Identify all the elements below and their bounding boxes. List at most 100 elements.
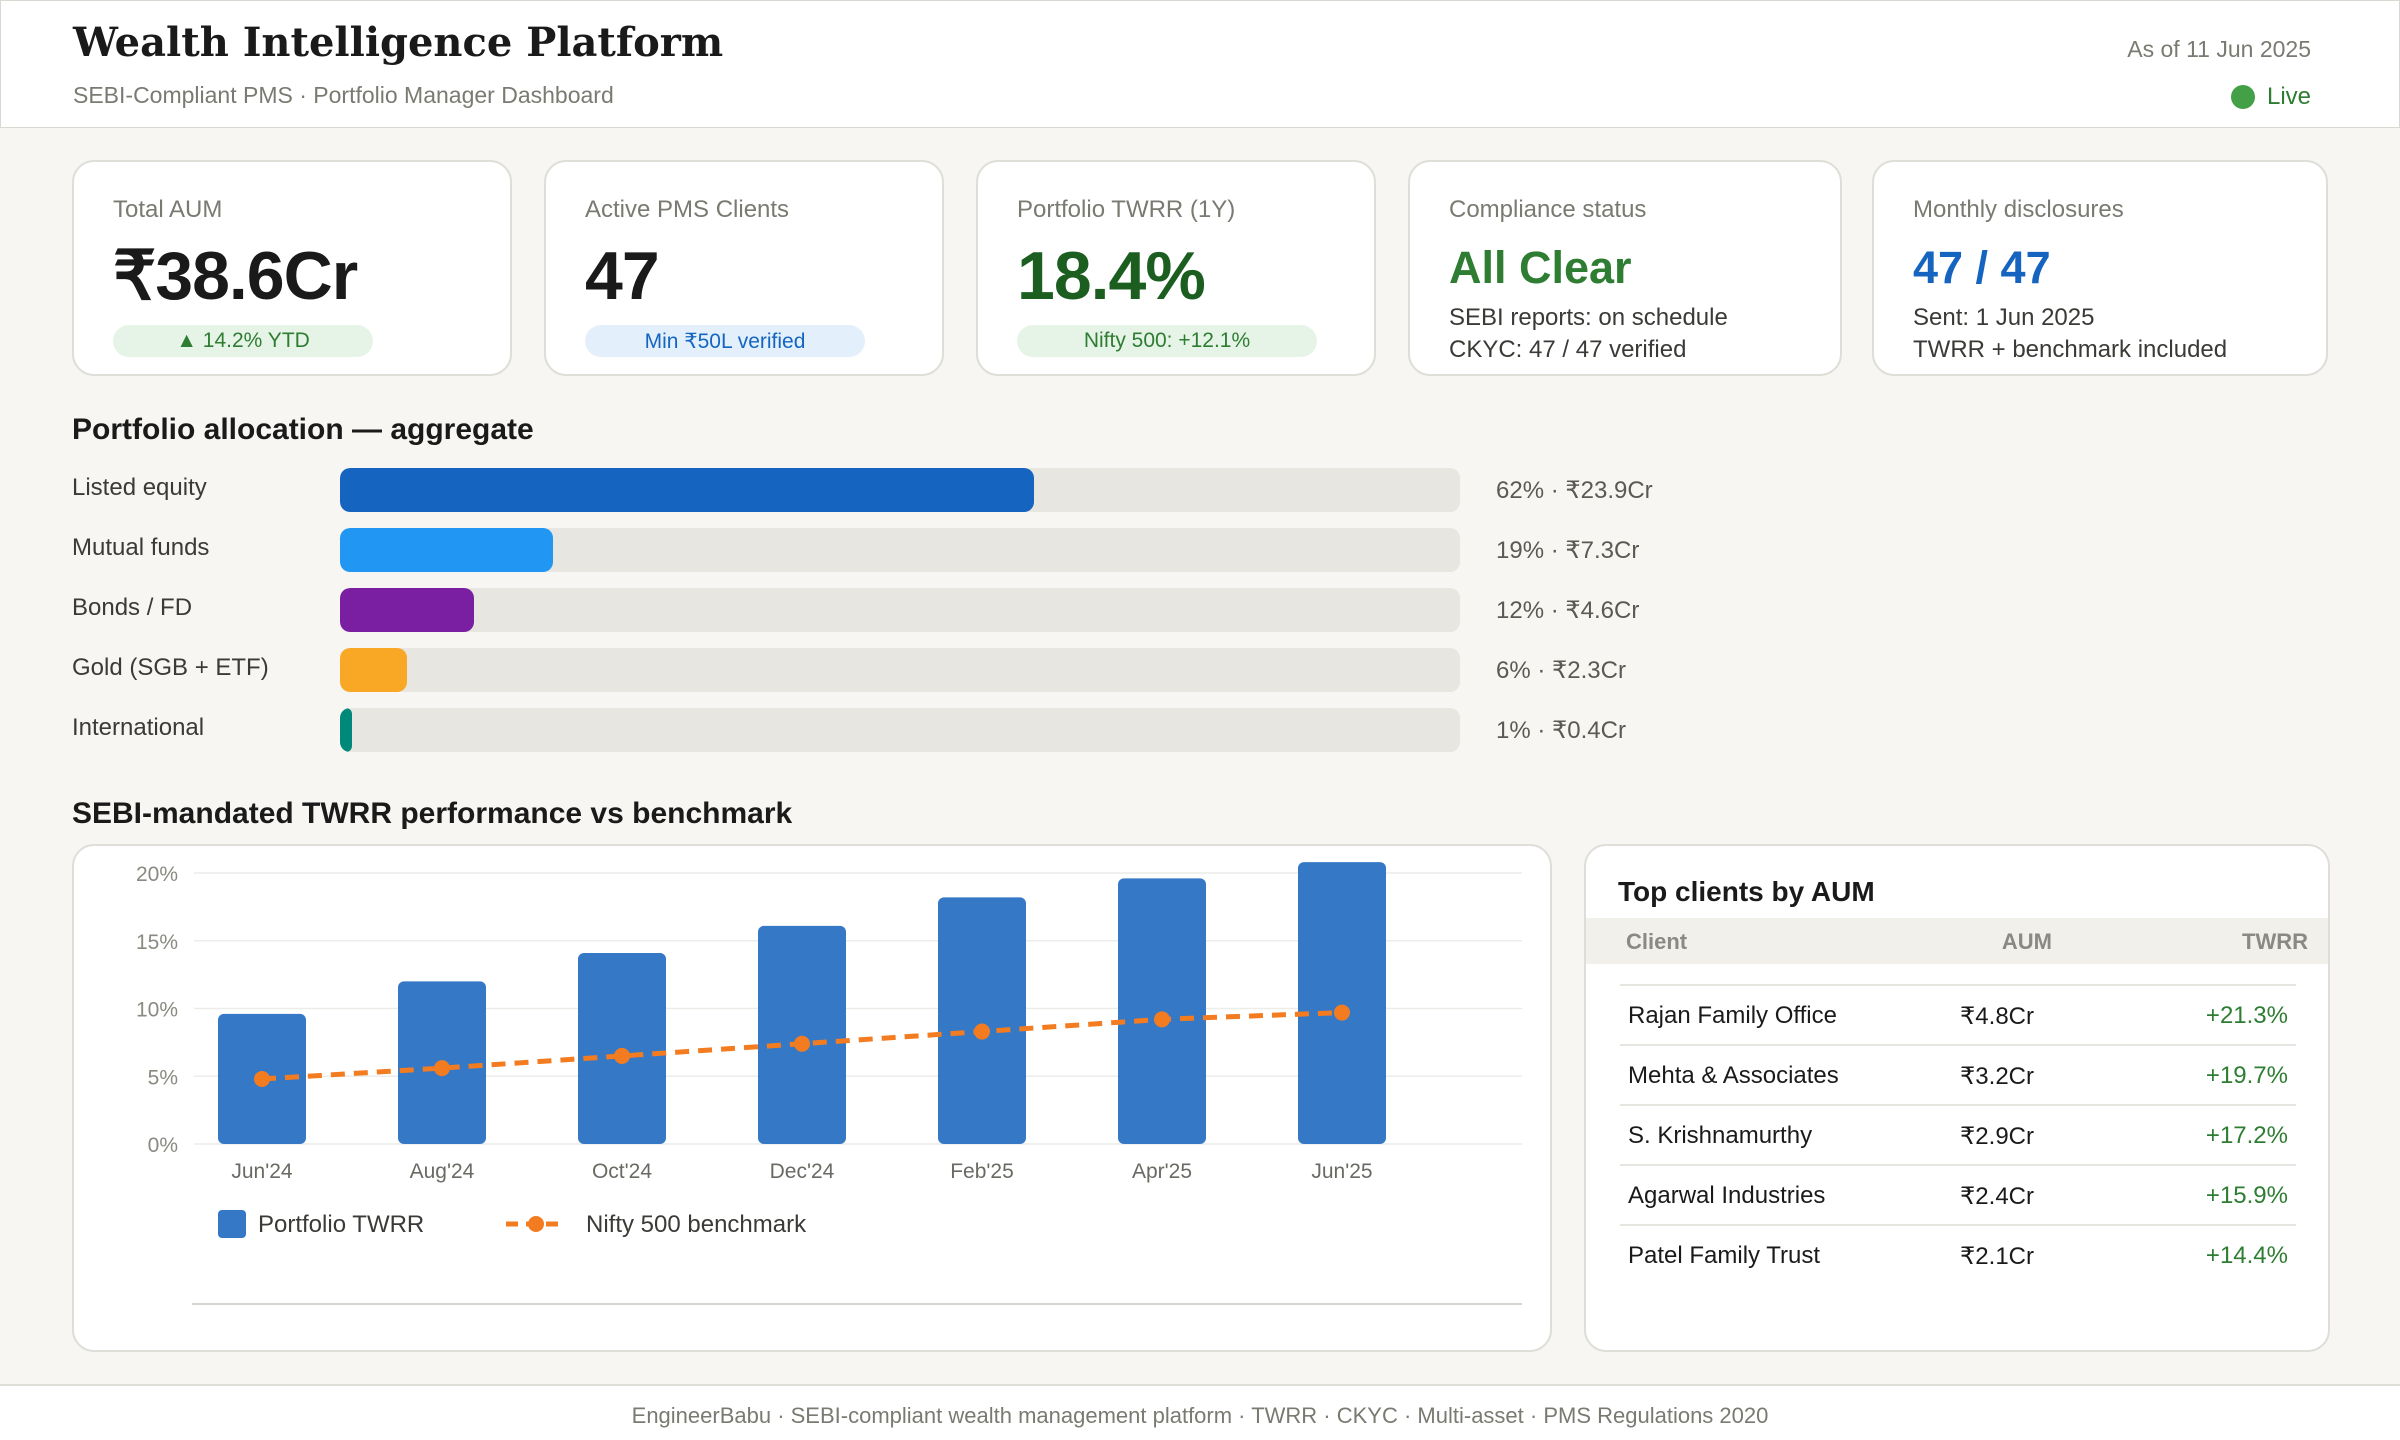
kpi-card-compliance[interactable]: Compliance status All Clear SEBI reports… bbox=[1408, 160, 1842, 376]
benchmark-point bbox=[1334, 1004, 1350, 1021]
x-tick-label: Jun'24 bbox=[231, 1160, 293, 1183]
allocation-label: Mutual funds bbox=[72, 534, 210, 561]
kpi-badge: Nifty 500: +12.1% bbox=[1017, 325, 1317, 357]
kpi-badge: Min ₹50L verified bbox=[585, 325, 865, 357]
client-twrr: +19.7% bbox=[2205, 1062, 2288, 1089]
allocation-bar-track bbox=[340, 468, 1460, 512]
app-subtitle: SEBI-Compliant PMS · Portfolio Manager D… bbox=[73, 82, 614, 108]
client-aum: ₹2.1Cr bbox=[1960, 1243, 2034, 1270]
column-header-twrr[interactable]: TWRR bbox=[2242, 929, 2308, 954]
client-twrr: +14.4% bbox=[2205, 1242, 2288, 1269]
allocation-value: 1% · ₹0.4Cr bbox=[1496, 717, 1626, 744]
app-header: Wealth Intelligence Platform SEBI-Compli… bbox=[0, 0, 2400, 128]
allocation-row[interactable]: International 1% · ₹0.4Cr bbox=[0, 708, 2400, 752]
benchmark-point bbox=[614, 1047, 630, 1064]
kpi-badge: ▲ 14.2% YTD bbox=[113, 325, 373, 357]
live-status: Live bbox=[2230, 83, 2311, 111]
y-tick-label: 5% bbox=[148, 1066, 178, 1089]
top-clients-card: Top clients by AUM Client AUM TWRR Rajan… bbox=[1584, 844, 2330, 1352]
client-aum: ₹2.9Cr bbox=[1960, 1123, 2034, 1150]
allocation-bar-fill bbox=[340, 708, 353, 752]
benchmark-point bbox=[794, 1035, 810, 1052]
disclosures-line-2: TWRR + benchmark included bbox=[1913, 336, 2228, 363]
kpi-label: Monthly disclosures bbox=[1913, 196, 2124, 223]
kpi-value: 47 / 47 bbox=[1913, 242, 2051, 293]
bar-portfolio-twrr bbox=[1118, 878, 1206, 1144]
allocation-bar-fill bbox=[340, 648, 408, 692]
performance-chart: 0% 5% 10% 15% 20% Jun'24 Aug'24 Oct'24 Dec'24 Feb… bbox=[136, 862, 1522, 1305]
client-twrr: +17.2% bbox=[2205, 1122, 2288, 1149]
x-tick-label: Oct'24 bbox=[592, 1160, 652, 1183]
allocation-value: 12% · ₹4.6Cr bbox=[1496, 597, 1640, 624]
allocation-label: Bonds / FD bbox=[72, 594, 193, 621]
column-header-client[interactable]: Client bbox=[1626, 929, 1688, 954]
legend-label-portfolio: Portfolio TWRR bbox=[258, 1211, 424, 1238]
allocation-value: 62% · ₹23.9Cr bbox=[1496, 477, 1653, 504]
top-clients-title: Top clients by AUM bbox=[1618, 876, 1875, 907]
kpi-value: 47 bbox=[585, 238, 660, 314]
client-aum: ₹3.2Cr bbox=[1960, 1063, 2034, 1090]
allocation-label: Gold (SGB + ETF) bbox=[72, 654, 269, 681]
bar-portfolio-twrr bbox=[758, 925, 846, 1144]
disclosures-line-1: Sent: 1 Jun 2025 bbox=[1913, 304, 2095, 331]
kpi-card-twrr[interactable]: Portfolio TWRR (1Y) 18.4% Nifty 500: +12… bbox=[976, 160, 1376, 376]
live-label: Live bbox=[2266, 83, 2311, 110]
kpi-value: 18.4% bbox=[1017, 238, 1206, 314]
table-row[interactable]: Rajan Family Office ₹4.8Cr +21.3% bbox=[1620, 984, 2296, 1044]
allocation-row[interactable]: Bonds / FD 12% · ₹4.6Cr bbox=[0, 588, 2400, 632]
table-row[interactable]: Mehta & Associates ₹3.2Cr +19.7% bbox=[1620, 1044, 2296, 1104]
kpi-label: Total AUM bbox=[113, 196, 223, 223]
client-aum: ₹4.8Cr bbox=[1960, 1003, 2034, 1030]
table-row[interactable]: S. Krishnamurthy ₹2.9Cr +17.2% bbox=[1620, 1104, 2296, 1164]
footer-text: EngineerBabu · SEBI-compliant wealth man… bbox=[631, 1403, 1769, 1428]
y-tick-label: 20% bbox=[136, 863, 178, 886]
legend-swatch-portfolio bbox=[218, 1210, 246, 1238]
legend-label-benchmark: Nifty 500 benchmark bbox=[586, 1211, 807, 1238]
x-tick-label: Feb'25 bbox=[950, 1160, 1014, 1183]
allocation-label: International bbox=[72, 714, 205, 741]
as-of-date: As of 11 Jun 2025 bbox=[2127, 36, 2311, 62]
allocation-row[interactable]: Gold (SGB + ETF) 6% · ₹2.3Cr bbox=[0, 648, 2400, 692]
allocation-bar-track bbox=[340, 708, 1460, 752]
client-twrr: +21.3% bbox=[2205, 1002, 2288, 1029]
bar-portfolio-twrr bbox=[938, 897, 1026, 1144]
allocation-row[interactable]: Mutual funds 19% · ₹7.3Cr bbox=[0, 528, 2400, 572]
client-name: Patel Family Trust bbox=[1628, 1242, 1821, 1269]
client-twrr: +15.9% bbox=[2205, 1182, 2288, 1209]
benchmark-point bbox=[1154, 1011, 1170, 1028]
table-row[interactable]: Patel Family Trust ₹2.1Cr +14.4% bbox=[1620, 1224, 2296, 1284]
benchmark-point bbox=[974, 1023, 990, 1040]
kpi-label: Active PMS Clients bbox=[585, 196, 790, 223]
x-tick-label: Dec'24 bbox=[770, 1160, 835, 1183]
allocation-value: 19% · ₹7.3Cr bbox=[1496, 537, 1640, 564]
allocation-bar-track bbox=[340, 588, 1460, 632]
benchmark-point bbox=[434, 1060, 450, 1077]
allocation-bar-track bbox=[340, 648, 1460, 692]
x-tick-label: Jun'25 bbox=[1311, 1160, 1372, 1183]
client-name: Agarwal Industries bbox=[1628, 1182, 1826, 1209]
allocation-title: Portfolio allocation — aggregate bbox=[72, 413, 534, 446]
client-name: Mehta & Associates bbox=[1628, 1062, 1839, 1089]
kpi-card-clients[interactable]: Active PMS Clients 47 Min ₹50L verified bbox=[544, 160, 944, 376]
kpi-label: Compliance status bbox=[1449, 196, 1647, 223]
column-header-aum[interactable]: AUM bbox=[2001, 929, 2052, 954]
benchmark-point bbox=[254, 1070, 270, 1087]
compliance-line-1: SEBI reports: on schedule bbox=[1449, 304, 1728, 331]
live-dot-icon bbox=[2230, 85, 2255, 109]
client-aum: ₹2.4Cr bbox=[1960, 1183, 2034, 1210]
kpi-value: ₹38.6Cr bbox=[113, 238, 358, 314]
compliance-line-2: CKYC: 47 / 47 verified bbox=[1449, 336, 1687, 363]
performance-title: SEBI-mandated TWRR performance vs benchm… bbox=[72, 797, 793, 830]
client-name: S. Krishnamurthy bbox=[1628, 1122, 1813, 1149]
legend-point-benchmark bbox=[528, 1216, 544, 1232]
kpi-card-disclosures[interactable]: Monthly disclosures 47 / 47 Sent: 1 Jun … bbox=[1872, 160, 2328, 376]
x-tick-label: Aug'24 bbox=[410, 1160, 475, 1183]
table-row[interactable]: Agarwal Industries ₹2.4Cr +15.9% bbox=[1620, 1164, 2296, 1224]
y-tick-label: 15% bbox=[136, 931, 178, 954]
allocation-row[interactable]: Listed equity 62% · ₹23.9Cr bbox=[0, 468, 2400, 512]
client-name: Rajan Family Office bbox=[1628, 1002, 1837, 1029]
kpi-card-aum[interactable]: Total AUM ₹38.6Cr ▲ 14.2% YTD bbox=[72, 160, 512, 376]
allocation-bar-fill bbox=[340, 528, 553, 572]
clients-table-header: Client AUM TWRR bbox=[1586, 918, 2328, 964]
allocation-bar-fill bbox=[340, 468, 1035, 512]
